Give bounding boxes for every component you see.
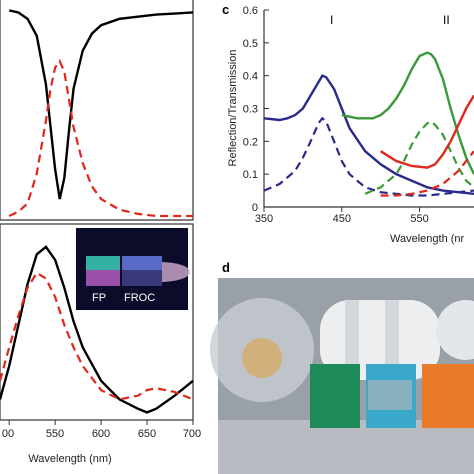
top-left-axes-frame [0, 0, 194, 221]
series-line-green-solid [341, 51, 474, 175]
c-band-I: I [330, 13, 333, 27]
bl-xtick-label: 550 [46, 428, 64, 440]
c-xtick-label: 550 [410, 213, 428, 225]
panel-d-letter: d [222, 260, 230, 275]
bl-xtick-label: 00 [2, 428, 14, 440]
inset-fp-top [86, 256, 120, 270]
c-axes-frame [263, 10, 474, 208]
photo-cube-green [310, 364, 360, 428]
c-ytick-label: 0.3 [243, 104, 258, 116]
series-line-blue-solid [263, 74, 474, 196]
bl-xlabel: Wavelength (nm) [28, 453, 111, 465]
bottom-left-axes-frame [0, 223, 194, 421]
c-ytick-label: 0.1 [243, 169, 258, 181]
series-line-blue-dashed [263, 116, 474, 197]
panel-c-letter: c [222, 2, 229, 17]
inset-froc-bottom [122, 270, 162, 286]
photo-bulb-filament [242, 338, 282, 378]
series-line-green-dashed [364, 120, 474, 195]
c-xtick-label: 450 [333, 213, 351, 225]
inset-fp-bottom [86, 270, 120, 286]
c-ytick-label: 0 [252, 202, 258, 214]
series-line-red-solid [380, 94, 474, 169]
panel-bottom-left: 00 550 600 650 700 Wavelength (nm) FP FR… [0, 223, 201, 465]
series-line-black-solid [8, 9, 194, 200]
c-ytick-label: 0.2 [243, 136, 258, 148]
inset-photo: FP FROC [76, 228, 190, 310]
photo-spiral-shade [345, 300, 359, 380]
series-line-black-solid [0, 245, 194, 414]
c-ylabel: Reflection/Transmission [227, 50, 239, 167]
inset-label-fp: FP [92, 292, 106, 304]
c-xtick-label: 350 [255, 213, 273, 225]
c-xlabel: Wavelength (nr [390, 233, 465, 245]
inset-froc-top [122, 256, 162, 270]
panel-top-left [0, 0, 194, 221]
series-line-red-dashed [380, 150, 474, 197]
bl-xtick-label: 700 [183, 428, 201, 440]
panel-c: c 0 0.1 0.2 0.3 0.4 0.5 0.6 350 450 550 Reflecti… [222, 2, 474, 245]
panel-d: d [210, 260, 474, 474]
c-ytick-label: 0.6 [243, 5, 258, 17]
inset-label-froc: FROC [124, 292, 155, 304]
photo-bulb-right [436, 300, 474, 360]
photo-table [218, 420, 474, 474]
bl-xtick-label: 600 [92, 428, 110, 440]
c-band-II: II [443, 13, 450, 27]
photo-spiral-shade [385, 300, 399, 380]
photo-bulb-base [368, 380, 412, 410]
series-line-red-dashed [0, 271, 194, 401]
c-ytick-label: 0.4 [243, 71, 258, 83]
photo-cube-orange [422, 364, 474, 428]
bl-xtick-label: 650 [138, 428, 156, 440]
series-line-red-dashed [8, 59, 193, 218]
c-ytick-label: 0.5 [243, 38, 258, 50]
